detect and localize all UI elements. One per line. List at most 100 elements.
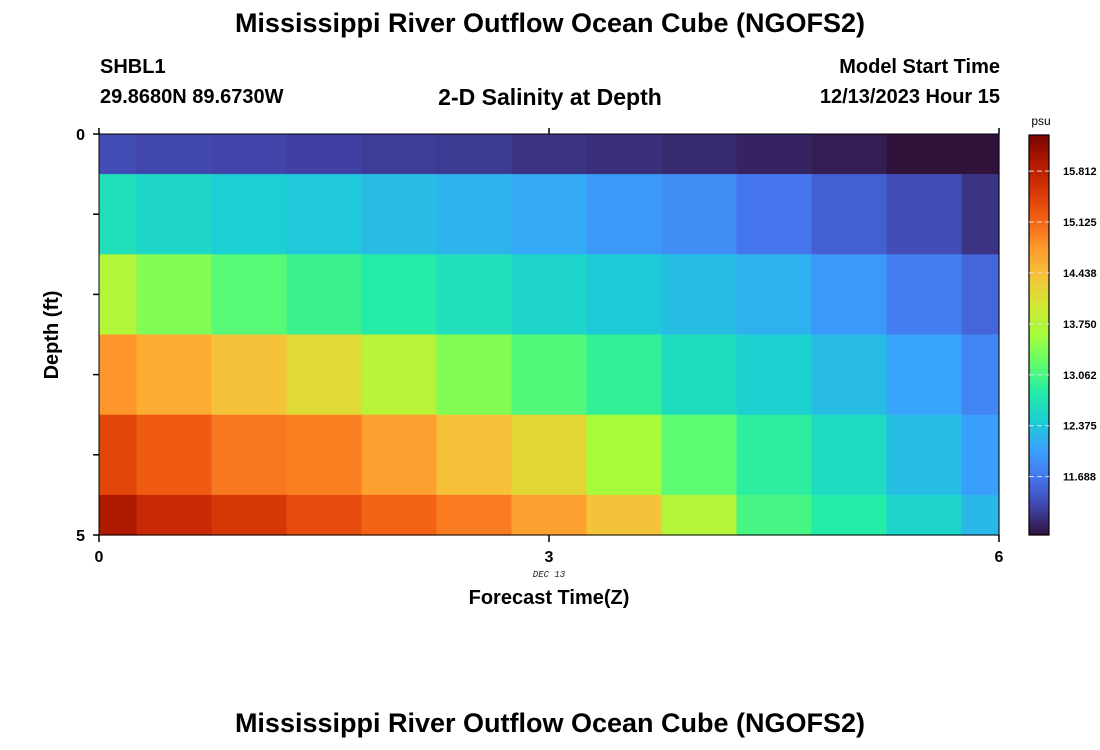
heatmap-cell (811, 254, 888, 336)
heatmap-cell (361, 494, 438, 536)
heatmap-cell (136, 134, 213, 175)
colorbar-tick-label: 11.688 (1063, 472, 1096, 484)
heatmap-cell (586, 254, 663, 336)
heatmap-cell (661, 494, 738, 536)
colorbar-tick-label: 15.812 (1063, 166, 1097, 178)
colorbar-tick-label: 13.750 (1063, 319, 1097, 331)
heatmap-cell (736, 174, 813, 255)
heatmap-cell (211, 334, 288, 416)
heatmap-cell (511, 134, 588, 175)
colorbar-gradient (1028, 134, 1050, 536)
y-tick-label: 0 (76, 127, 85, 144)
heatmap-cell (211, 134, 288, 175)
heatmap-cell (361, 414, 438, 496)
heatmap-cell (436, 494, 513, 536)
heatmap-cell (736, 254, 813, 336)
x-date-label: DEC 13 (533, 570, 566, 580)
heatmap-cell (136, 334, 213, 416)
heatmap-cell (961, 174, 1000, 255)
heatmap-cell (736, 334, 813, 416)
heatmap-cell (736, 414, 813, 496)
heatmap-cell (811, 494, 888, 536)
heatmap-cell (211, 494, 288, 536)
heatmap-cell (511, 254, 588, 336)
heatmap-cell (586, 134, 663, 175)
heatmap-cell (961, 494, 1000, 536)
heatmap-cell (286, 174, 363, 255)
heatmap-cell (961, 134, 1000, 175)
heatmap-cell (286, 494, 363, 536)
heatmap-cell (99, 494, 138, 536)
heatmap-cell (511, 494, 588, 536)
heatmap-cell (286, 254, 363, 336)
colorbar-unit: psu (1031, 114, 1050, 128)
colorbar-tick-label: 14.438 (1063, 268, 1097, 280)
heatmap-cell (436, 414, 513, 496)
colorbar-tick-label: 13.062 (1063, 370, 1097, 382)
station-id: SHBL1 (100, 56, 166, 78)
heatmap-cell (586, 174, 663, 255)
heatmap-cell (99, 134, 138, 175)
heatmap-cell (886, 494, 963, 536)
x-tick-label: 0 (95, 549, 104, 566)
heatmap-cell (436, 174, 513, 255)
colorbar-tick-label: 12.375 (1063, 421, 1097, 433)
heatmap-cell (136, 414, 213, 496)
heatmap-cell (886, 254, 963, 336)
heatmap-cell (811, 174, 888, 255)
heatmap-cell (886, 134, 963, 175)
heatmap-cell (211, 414, 288, 496)
heatmap-cell (586, 334, 663, 416)
heatmap-cell (436, 254, 513, 336)
heatmap-cell (736, 494, 813, 536)
heatmap-cell (136, 254, 213, 336)
heatmap-cell (661, 134, 738, 175)
x-tick-label: 3 (545, 549, 554, 566)
heatmap-cell (961, 254, 1000, 336)
heatmap-cell (99, 174, 138, 255)
heatmap-cell (99, 414, 138, 496)
heatmap-cell (736, 134, 813, 175)
station-coordinates: 29.8680N 89.6730W (100, 86, 284, 108)
heatmap-cell (961, 334, 1000, 416)
heatmap-cell (436, 334, 513, 416)
heatmap-cell (361, 254, 438, 336)
colorbar: 15.812 15.125 14.438 13.750 13.062 12.375 11.6… (1028, 134, 1097, 536)
heatmap-cell (811, 134, 888, 175)
heatmap-cell (286, 134, 363, 175)
heatmap-cell (211, 174, 288, 255)
heatmap-cell (886, 414, 963, 496)
heatmap-cell (811, 414, 888, 496)
heatmap-cell (286, 334, 363, 416)
heatmap-cell (436, 134, 513, 175)
heatmap-cell (586, 414, 663, 496)
model-start-value: 12/13/2023 Hour 15 (819, 86, 1000, 108)
x-tick-label: 6 (995, 549, 1004, 566)
axes: 0 3 605 (76, 127, 1003, 566)
heatmap-cell (361, 334, 438, 416)
heatmap-cell (361, 134, 438, 175)
heatmap-cell (99, 254, 138, 336)
heatmap-cell (361, 174, 438, 255)
heatmap-cell (586, 494, 663, 536)
x-axis-title: Forecast Time(Z) (469, 587, 630, 609)
heatmap-cell (811, 334, 888, 416)
model-start-label: Model Start Time (839, 56, 1000, 78)
heatmap-cell (511, 334, 588, 416)
footer-title: Mississippi River Outflow Ocean Cube (NG… (234, 708, 866, 738)
heatmap-cell (661, 334, 738, 416)
heatmap-cell (886, 334, 963, 416)
heatmap-cell (136, 174, 213, 255)
heatmap-cell (511, 414, 588, 496)
heatmap-cells (99, 134, 1000, 536)
heatmap-cell (211, 254, 288, 336)
y-axis-title: Depth (ft) (41, 291, 63, 380)
heatmap-cell (661, 254, 738, 336)
heatmap-cell (661, 174, 738, 255)
y-tick-label: 5 (76, 528, 85, 545)
heatmap-cell (961, 414, 1000, 496)
chart-subtitle: 2-D Salinity at Depth (438, 84, 662, 110)
heatmap-cell (136, 494, 213, 536)
heatmap-cell (886, 174, 963, 255)
